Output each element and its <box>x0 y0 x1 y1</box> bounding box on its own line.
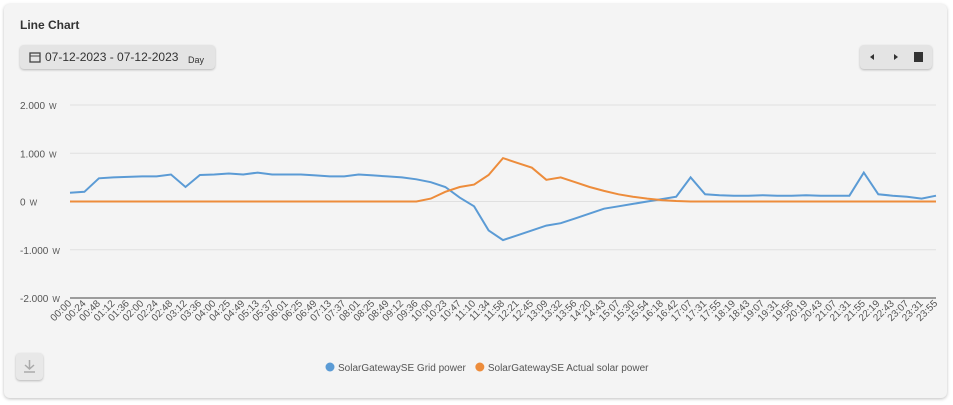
series-line <box>70 156 936 203</box>
y-tick-unit: W <box>52 247 60 256</box>
date-range: 07-12-2023 - 07-12-2023 <box>45 50 179 64</box>
calendar-button[interactable] <box>914 52 923 62</box>
y-tick-unit: W <box>49 150 57 159</box>
y-tick-value: -2.000 <box>20 294 49 305</box>
y-tick-unit: W <box>49 102 57 111</box>
y-tick-unit: W <box>52 295 60 304</box>
next-button[interactable] <box>894 54 898 60</box>
y-tick-label: 2.000 W <box>20 101 57 112</box>
date-picker[interactable]: 07-12-2023 - 07-12-2023 Day <box>20 45 215 69</box>
period: Day <box>188 55 205 65</box>
y-tick-value: -1.000 <box>20 246 49 257</box>
card-title: Line Chart <box>20 18 80 32</box>
prev-button[interactable] <box>870 54 874 60</box>
legend-marker <box>325 362 335 372</box>
nav-buttons <box>860 45 932 69</box>
y-tick-label: -1.000 W <box>20 246 60 257</box>
series-line <box>69 170 937 242</box>
calendar-icon <box>29 52 41 63</box>
y-tick-label: 1.000 W <box>20 149 57 160</box>
legend-label: SolarGatewaySE Actual solar power <box>488 363 649 374</box>
download-icon <box>24 360 35 373</box>
y-tick-unit: W <box>30 199 38 208</box>
y-tick-value: 1.000 <box>20 149 45 160</box>
y-tick-label: -2.000 W <box>20 294 60 305</box>
legend-label: SolarGatewaySE Grid power <box>338 363 467 374</box>
y-tick-value: 2.000 <box>20 101 45 112</box>
nav-icons <box>870 52 923 62</box>
download-button[interactable] <box>16 353 43 380</box>
y-tick-value: 0 <box>20 198 26 209</box>
legend-marker <box>475 362 485 372</box>
